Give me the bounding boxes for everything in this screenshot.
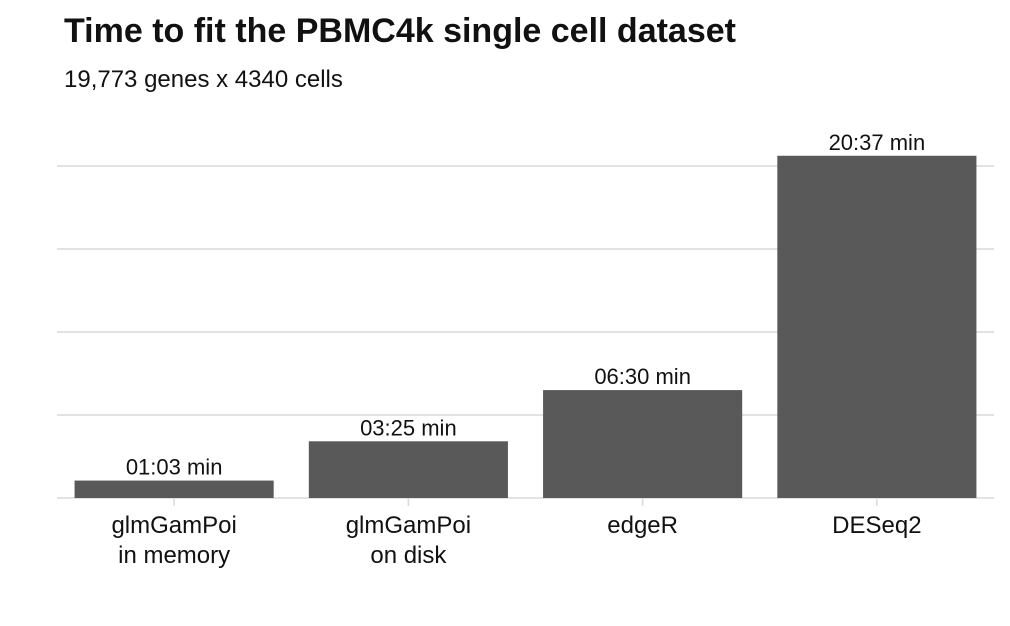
bar-3 [777, 155, 977, 498]
chart-title: Time to fit the PBMC4k single cell datas… [64, 12, 736, 50]
x-tick-label-2-0: edgeR [607, 512, 678, 539]
chart-subtitle: 19,773 genes x 4340 cells [64, 66, 343, 93]
x-tick-label-1-1: on disk [370, 542, 447, 569]
x-tick-label-0-0: glmGamPoi [111, 512, 236, 539]
bar-0 [74, 480, 274, 498]
bar-1 [308, 441, 508, 498]
x-tick-label-1-0: glmGamPoi [346, 512, 471, 539]
data-label-1: 03:25 min [360, 415, 457, 440]
data-label-3: 20:37 min [829, 130, 926, 155]
x-tick-label-3-0: DESeq2 [832, 512, 921, 539]
bar-2 [543, 390, 743, 498]
x-tick-label-0-1: in memory [118, 542, 230, 569]
data-label-0: 01:03 min [126, 455, 223, 480]
data-label-2: 06:30 min [594, 364, 691, 389]
